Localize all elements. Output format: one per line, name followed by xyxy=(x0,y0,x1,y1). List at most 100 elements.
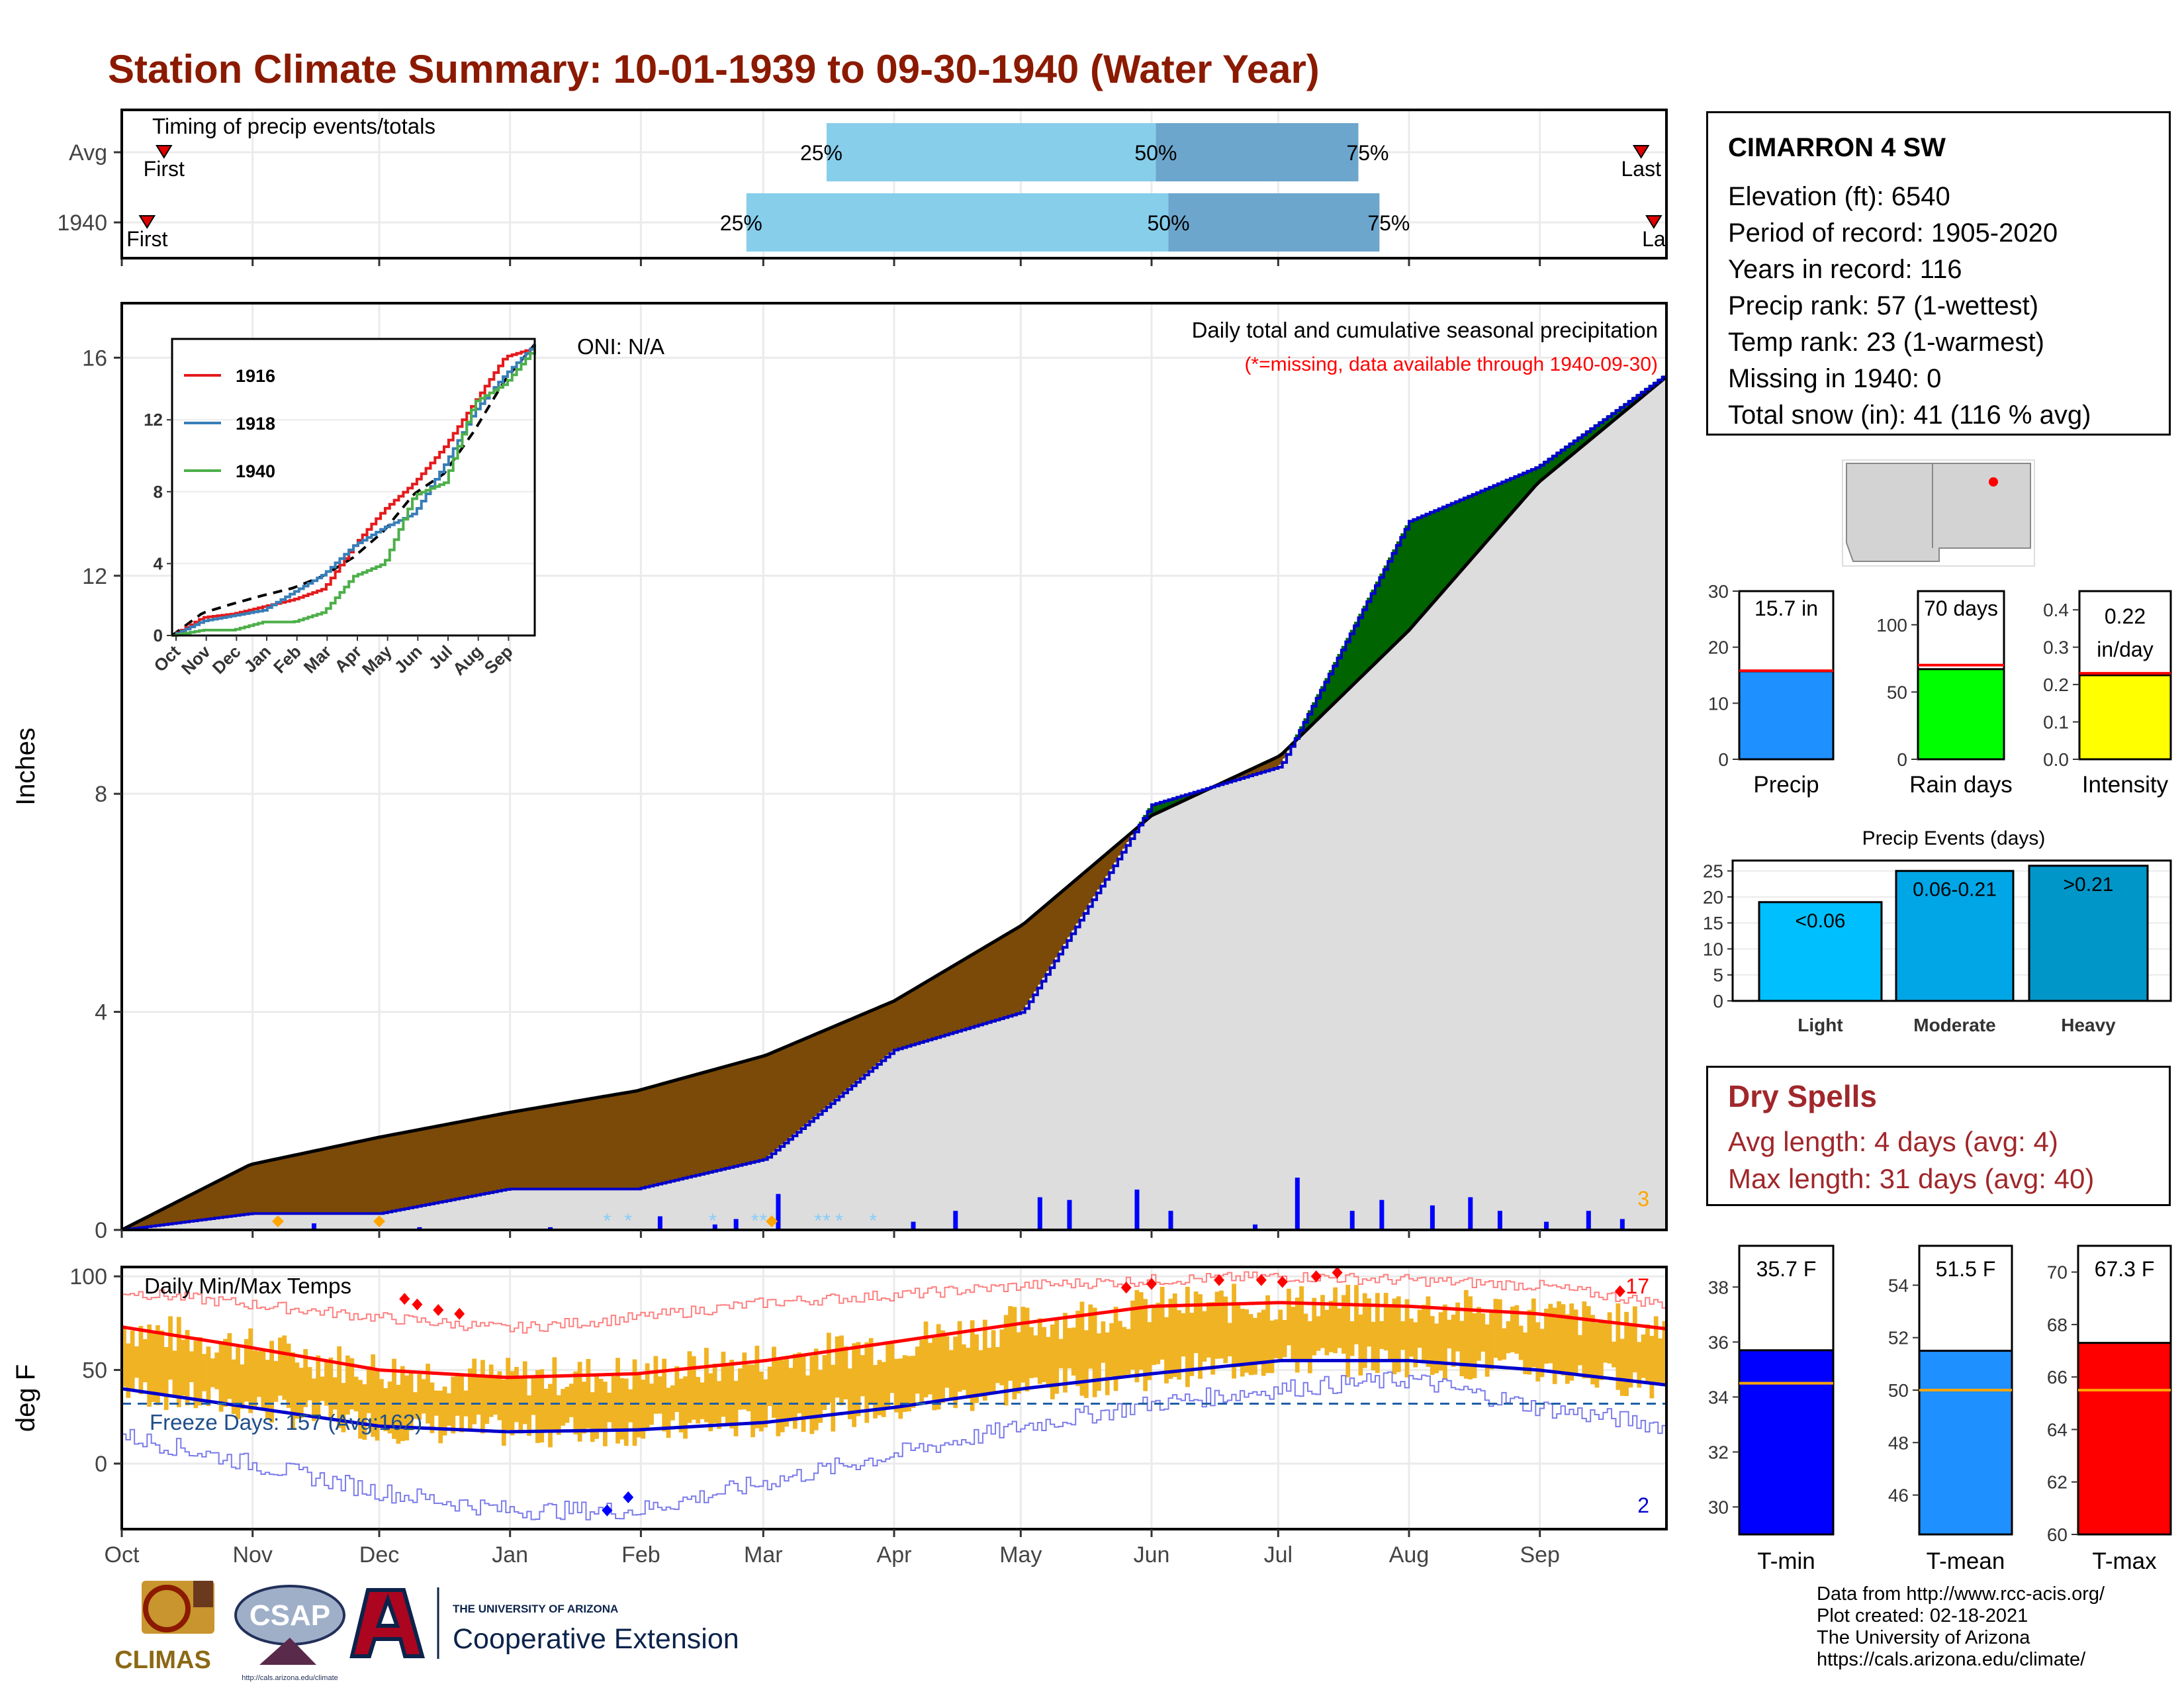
timing-row-label: Avg xyxy=(69,140,107,165)
daily-temp-bar xyxy=(856,1342,861,1417)
above-average-area xyxy=(1544,460,1549,477)
daily-temp-bar xyxy=(868,1338,874,1404)
daily-temp-bar xyxy=(1430,1316,1435,1375)
event-bar-moderate xyxy=(1895,870,2015,1002)
below-average-area xyxy=(1117,842,1122,856)
below-average-area xyxy=(1097,860,1102,890)
daily-temp-bar xyxy=(1273,1319,1279,1358)
daily-temp-bar xyxy=(1227,1323,1232,1356)
snow-marker: * xyxy=(751,1210,759,1232)
daily-temp-bar xyxy=(818,1370,823,1423)
daily-temp-bar xyxy=(839,1335,844,1406)
timing-p50-label: 50% xyxy=(1134,141,1177,165)
daily-temp-bar xyxy=(286,1343,291,1408)
daily-temp-bar xyxy=(493,1374,498,1415)
above-average-area xyxy=(1531,468,1536,489)
record-high-marker xyxy=(1614,1285,1625,1297)
below-average-area xyxy=(332,1147,338,1214)
above-average-area xyxy=(1472,493,1477,556)
daily-temp-bar xyxy=(877,1360,882,1415)
daily-temp-bar xyxy=(316,1355,321,1419)
below-average-area xyxy=(889,1002,895,1052)
below-average-area xyxy=(214,1182,220,1218)
below-average-area xyxy=(493,1115,498,1192)
credits-line-4: https://cals.arizona.edu/climate/ xyxy=(1817,1649,2086,1670)
temp-summary-value-label: 51.5 F xyxy=(1936,1257,1996,1281)
below-average-area xyxy=(472,1119,477,1196)
daily-temp-bar xyxy=(1152,1306,1156,1366)
below-average-area xyxy=(142,1218,148,1227)
daily-temp-bar xyxy=(1278,1309,1283,1361)
daily-temp-bar xyxy=(1463,1289,1469,1379)
above-average-area xyxy=(1371,589,1376,665)
below-average-area xyxy=(1033,914,1038,992)
above-average-area xyxy=(1185,794,1190,799)
station-temp-rank: Temp rank: 23 (1-warmest) xyxy=(1728,328,2044,357)
daily-temp-bar xyxy=(1016,1332,1021,1394)
below-average-area xyxy=(602,1096,608,1190)
below-average-area xyxy=(666,1082,671,1182)
daily-precip-bar xyxy=(1379,1199,1385,1230)
daily-temp-bar xyxy=(1649,1336,1655,1399)
above-average-area xyxy=(1160,801,1165,811)
summary-ytick-label: 0 xyxy=(1897,749,1907,770)
below-average-area xyxy=(197,1190,203,1221)
summary-ytick-label: 0 xyxy=(1718,749,1729,770)
above-average-area xyxy=(1443,506,1447,590)
below-average-area xyxy=(974,952,979,1026)
daily-temp-bar xyxy=(413,1392,418,1419)
month-tick-label: Mar xyxy=(744,1542,783,1568)
daily-temp-bar xyxy=(1058,1338,1064,1369)
daily-precip-bar xyxy=(733,1219,739,1230)
daily-temp-bar xyxy=(788,1368,794,1419)
snow-marker: * xyxy=(709,1210,717,1232)
below-average-area xyxy=(653,1086,659,1185)
daily-temp-bar xyxy=(387,1382,392,1434)
below-average-area xyxy=(738,1062,743,1165)
daily-temp-bar xyxy=(320,1376,325,1401)
daily-temp-bar xyxy=(1303,1313,1308,1362)
cooperative-extension-text: Cooperative Extension xyxy=(453,1623,739,1655)
precip-title: Daily total and cumulative seasonal prec… xyxy=(1192,318,1658,342)
daily-temp-bar xyxy=(704,1348,709,1423)
daily-temp-bar xyxy=(1434,1323,1439,1374)
inset-chart: 04812OctNovDecJanFebMarAprMayJunJulAugSe… xyxy=(144,338,536,679)
daily-temp-bar xyxy=(915,1346,920,1394)
daily-temp-bar xyxy=(273,1361,279,1402)
station-elevation: Elevation (ft): 6540 xyxy=(1728,182,1950,211)
below-average-area xyxy=(561,1103,566,1190)
daily-precip-bar xyxy=(1295,1177,1300,1230)
below-average-area xyxy=(480,1117,486,1194)
daily-temp-bar xyxy=(1557,1301,1561,1372)
below-average-area xyxy=(467,1119,473,1197)
above-average-area xyxy=(1624,402,1629,410)
daily-temp-bar xyxy=(291,1352,295,1430)
below-average-area xyxy=(788,1045,794,1138)
cold-count: 2 xyxy=(1637,1493,1649,1517)
below-average-area xyxy=(277,1158,283,1214)
daily-temp-bar xyxy=(847,1368,852,1419)
daily-temp-bar xyxy=(886,1343,891,1407)
daily-temp-bar xyxy=(1024,1307,1030,1391)
daily-temp-bar xyxy=(712,1364,717,1423)
daily-temp-bar xyxy=(1544,1309,1549,1364)
timing-row-label: 1940 xyxy=(57,211,107,236)
timing-first-label: First xyxy=(144,157,185,181)
timing-p75-label: 75% xyxy=(1367,211,1410,235)
month-tick-label: Dec xyxy=(359,1542,399,1568)
daily-temp-bar xyxy=(1349,1321,1355,1356)
below-average-area xyxy=(518,1110,523,1190)
daily-temp-bar xyxy=(282,1335,287,1400)
above-average-area xyxy=(1489,486,1494,536)
below-average-area xyxy=(240,1168,245,1215)
daily-temp-bar xyxy=(1134,1289,1140,1383)
precip-ylabel: Inches xyxy=(11,727,40,806)
above-average-area xyxy=(1392,549,1397,645)
below-average-area xyxy=(573,1101,578,1190)
below-average-area xyxy=(662,1083,667,1183)
daily-temp-bar xyxy=(1143,1299,1148,1391)
events-ytick-label: 10 xyxy=(1703,939,1723,959)
below-average-area xyxy=(257,1162,262,1214)
below-average-area xyxy=(886,1004,891,1056)
daily-temp-bar xyxy=(780,1360,785,1432)
